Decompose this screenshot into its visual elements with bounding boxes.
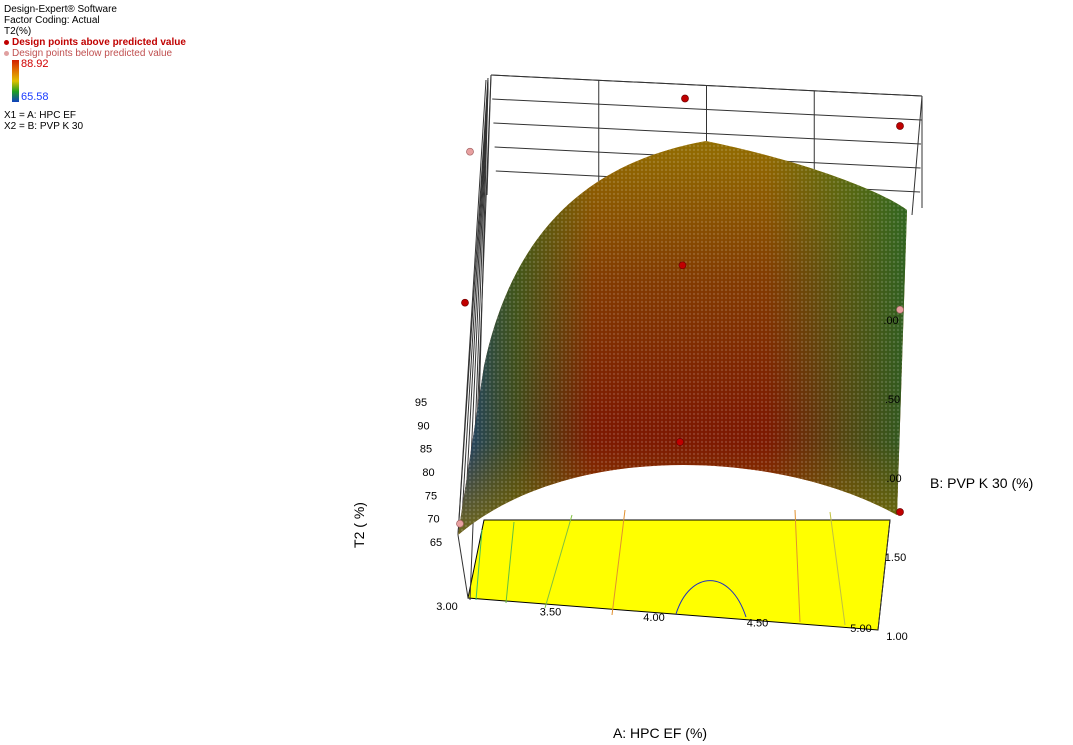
- z-tick-label: 70: [427, 514, 439, 526]
- x-tick-label: 3.00: [436, 601, 457, 613]
- grid-line: [911, 95, 923, 216]
- software-label: Design-Expert® Software: [4, 4, 117, 15]
- design-points: [456, 94, 904, 528]
- x-tick-label: 4.00: [643, 612, 664, 624]
- z-axis-title: T2 ( %): [351, 502, 367, 548]
- x-tick-label: 5.00: [850, 623, 871, 635]
- z-tick-label: 80: [422, 467, 434, 479]
- x2-label: X2 = B: PVP K 30: [4, 121, 84, 132]
- grid-line: [477, 87, 489, 446]
- x-tick-label: 3.50: [540, 607, 561, 619]
- design-point: [461, 298, 469, 307]
- x-axis-ticks: 3.00 3.50 4.00 4.50 5.00: [436, 601, 871, 635]
- below-point-icon: [4, 50, 9, 56]
- legend: Design-Expert® Software Factor Coding: A…: [4, 4, 234, 132]
- above-point-icon: [4, 39, 9, 45]
- grid-line: [461, 79, 489, 518]
- y-tick-label: 1.50: [885, 552, 906, 564]
- response-surface: [458, 141, 907, 535]
- back-grid: [457, 74, 923, 536]
- color-scale-max: 88.92: [21, 58, 49, 70]
- design-point: [896, 305, 904, 314]
- grid-line: [473, 85, 489, 464]
- x-axis-title: A: HPC EF (%): [613, 725, 707, 741]
- y-axis-ticks: 1.00 1.50 .00 .50 .00: [883, 315, 907, 643]
- z-tick-label: 65: [430, 537, 442, 549]
- contour-floor: [467, 519, 891, 631]
- y-tick-label: .00: [883, 315, 898, 327]
- x1-label: X1 = A: HPC EF: [4, 110, 76, 121]
- z-tick-label: 85: [420, 444, 432, 456]
- design-point: [681, 94, 689, 103]
- z-tick-label: 95: [415, 397, 427, 409]
- z-tick-label: 75: [425, 490, 437, 502]
- y-tick-label: .00: [886, 473, 901, 485]
- grid-line: [486, 74, 492, 196]
- grid-line: [457, 77, 489, 536]
- y-tick-label: 1.00: [886, 631, 907, 643]
- color-scale: 88.92 65.58: [4, 58, 234, 104]
- design-point: [466, 147, 474, 156]
- y-tick-label: .50: [885, 394, 900, 406]
- grid-line: [493, 122, 922, 145]
- z-tick-label: 90: [417, 420, 429, 432]
- contour-lines: [475, 509, 846, 626]
- design-point: [676, 438, 684, 446]
- design-point: [896, 508, 904, 516]
- below-label: Design points below predicted value: [12, 48, 173, 59]
- x-tick-label: 4.50: [747, 618, 768, 630]
- design-point: [896, 122, 904, 130]
- z-axis-ticks: 65 70 75 80 85 90 95: [415, 397, 442, 549]
- grid-line: [469, 83, 489, 482]
- color-scale-min: 65.58: [21, 91, 49, 103]
- design-point: [678, 261, 687, 270]
- y-axis-title: B: PVP K 30 (%): [930, 475, 1033, 491]
- design-point: [456, 519, 464, 528]
- factor-coding-label: Factor Coding: Actual: [4, 15, 100, 26]
- response-label: T2(%): [4, 26, 32, 37]
- legend-below: Design points below predicted value: [4, 48, 234, 59]
- legend-above: Design points above predicted value: [4, 37, 234, 48]
- color-scale-bar: [12, 60, 19, 102]
- grid-line: [465, 81, 489, 500]
- above-label: Design points above predicted value: [12, 37, 186, 48]
